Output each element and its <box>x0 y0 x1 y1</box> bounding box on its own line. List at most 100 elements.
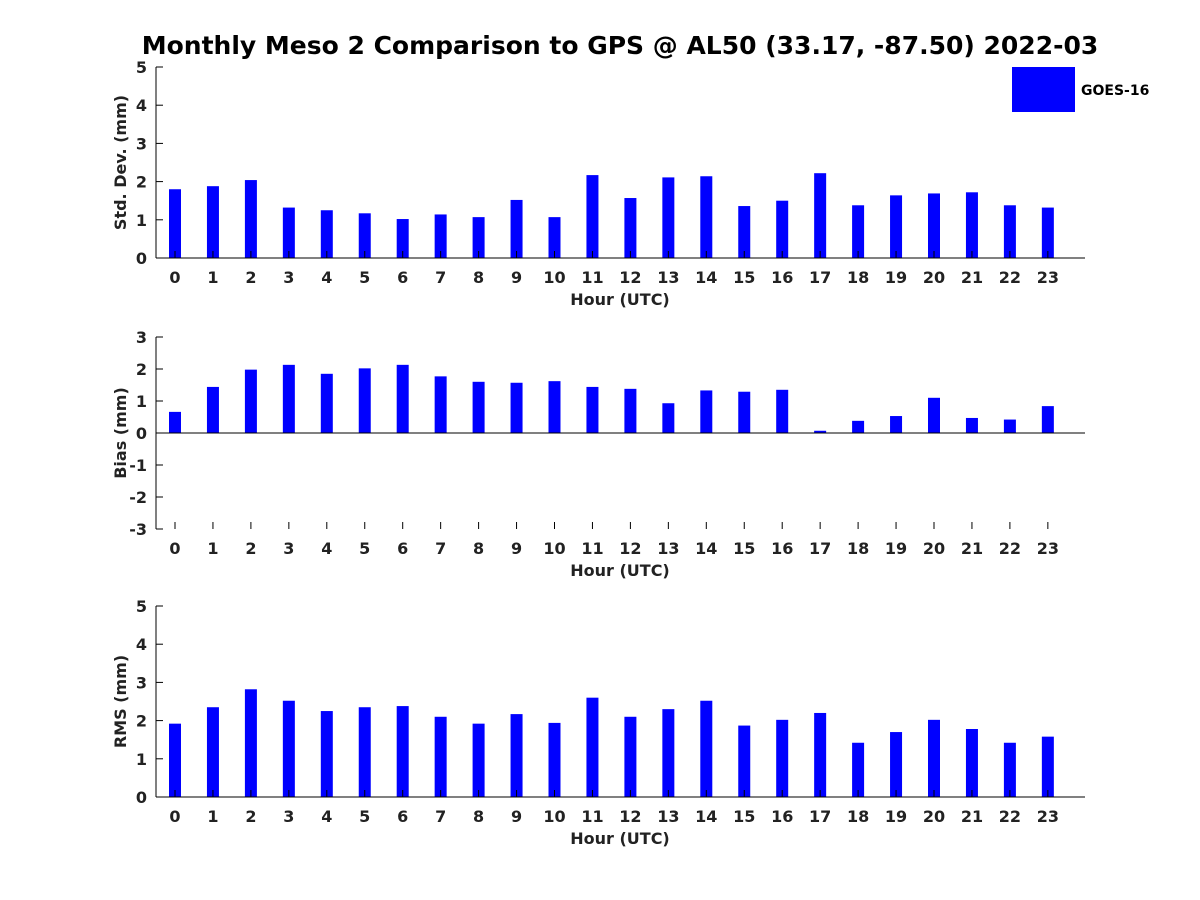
y-tick-label: -2 <box>129 488 147 507</box>
bar <box>890 732 903 797</box>
x-tick-label: 4 <box>321 807 332 826</box>
x-tick-label: 13 <box>657 539 679 558</box>
bar <box>282 700 295 797</box>
x-tick-label: 10 <box>543 268 565 287</box>
x-tick-label: 4 <box>321 268 332 287</box>
bar <box>965 729 978 797</box>
x-tick-label: 7 <box>435 268 446 287</box>
bar <box>662 709 675 797</box>
bar <box>662 177 675 258</box>
x-tick-label: 20 <box>923 268 945 287</box>
bar <box>396 364 409 433</box>
bar <box>244 180 257 258</box>
x-tick-label: 23 <box>1037 539 1059 558</box>
bar <box>472 381 485 433</box>
x-tick-label: 1 <box>207 268 218 287</box>
x-tick-label: 16 <box>771 807 793 826</box>
x-tick-label: 9 <box>511 539 522 558</box>
x-tick-label: 0 <box>169 807 180 826</box>
bar <box>358 368 371 433</box>
x-tick-label: 11 <box>581 539 603 558</box>
bar <box>358 213 371 258</box>
bar <box>928 719 940 797</box>
x-tick-label: 20 <box>923 539 945 558</box>
bar <box>1041 207 1054 258</box>
x-tick-label: 1 <box>207 539 218 558</box>
x-tick-label: 5 <box>359 807 370 826</box>
bar <box>206 707 219 797</box>
bar <box>814 712 827 797</box>
bar <box>662 403 675 433</box>
y-axis-label: Bias (mm) <box>111 387 130 479</box>
y-tick-label: 3 <box>136 134 147 153</box>
bar <box>320 711 333 797</box>
bar <box>472 723 485 797</box>
bar <box>169 189 181 258</box>
bar <box>928 193 940 258</box>
bar <box>548 217 561 258</box>
x-tick-label: 13 <box>657 807 679 826</box>
x-tick-label: 16 <box>771 268 793 287</box>
bar <box>890 416 903 433</box>
x-tick-label: 19 <box>885 268 907 287</box>
x-tick-label: 18 <box>847 268 869 287</box>
y-tick-label: 2 <box>136 173 147 192</box>
x-tick-label: 0 <box>169 539 180 558</box>
bar <box>624 198 637 258</box>
x-tick-label: 6 <box>397 807 408 826</box>
x-tick-label: 0 <box>169 268 180 287</box>
x-tick-label: 5 <box>359 268 370 287</box>
bar <box>320 210 333 258</box>
x-tick-label: 22 <box>999 807 1021 826</box>
bar <box>965 192 978 258</box>
x-axis-label: Hour (UTC) <box>570 290 670 309</box>
bar <box>624 388 637 433</box>
x-tick-label: 19 <box>885 539 907 558</box>
bar <box>548 381 561 433</box>
y-tick-label: -1 <box>129 456 147 475</box>
bar <box>169 411 181 433</box>
x-tick-label: 19 <box>885 807 907 826</box>
x-tick-label: 1 <box>207 807 218 826</box>
bar <box>928 397 940 433</box>
y-tick-label: 3 <box>136 328 147 347</box>
y-tick-label: 2 <box>136 712 147 731</box>
bar <box>510 714 523 797</box>
y-tick-label: 2 <box>136 360 147 379</box>
bar <box>586 175 599 258</box>
x-tick-label: 6 <box>397 268 408 287</box>
bar <box>852 205 865 258</box>
bar <box>434 376 447 433</box>
bar <box>776 719 789 797</box>
x-tick-label: 8 <box>473 268 484 287</box>
x-tick-label: 21 <box>961 539 983 558</box>
chart-title: Monthly Meso 2 Comparison to GPS @ AL50 … <box>142 31 1099 60</box>
x-tick-label: 11 <box>581 807 603 826</box>
x-tick-label: 9 <box>511 807 522 826</box>
x-tick-label: 17 <box>809 539 831 558</box>
y-tick-label: 0 <box>136 788 147 807</box>
bar <box>890 195 903 258</box>
bar <box>738 206 751 258</box>
y-tick-label: 1 <box>136 392 147 411</box>
y-axis-label: RMS (mm) <box>111 655 130 748</box>
bar <box>776 200 789 258</box>
x-tick-label: 4 <box>321 539 332 558</box>
y-tick-label: 1 <box>136 750 147 769</box>
x-tick-label: 2 <box>245 807 256 826</box>
x-tick-label: 10 <box>543 807 565 826</box>
bar <box>1041 406 1054 433</box>
bar <box>396 706 409 797</box>
x-tick-label: 21 <box>961 807 983 826</box>
x-tick-label: 5 <box>359 539 370 558</box>
bar <box>1041 736 1054 797</box>
x-tick-label: 2 <box>245 268 256 287</box>
bar <box>169 723 181 797</box>
bar <box>1003 742 1016 797</box>
x-tick-label: 7 <box>435 807 446 826</box>
x-tick-label: 18 <box>847 539 869 558</box>
y-tick-label: 4 <box>136 635 147 654</box>
bar <box>965 417 978 433</box>
